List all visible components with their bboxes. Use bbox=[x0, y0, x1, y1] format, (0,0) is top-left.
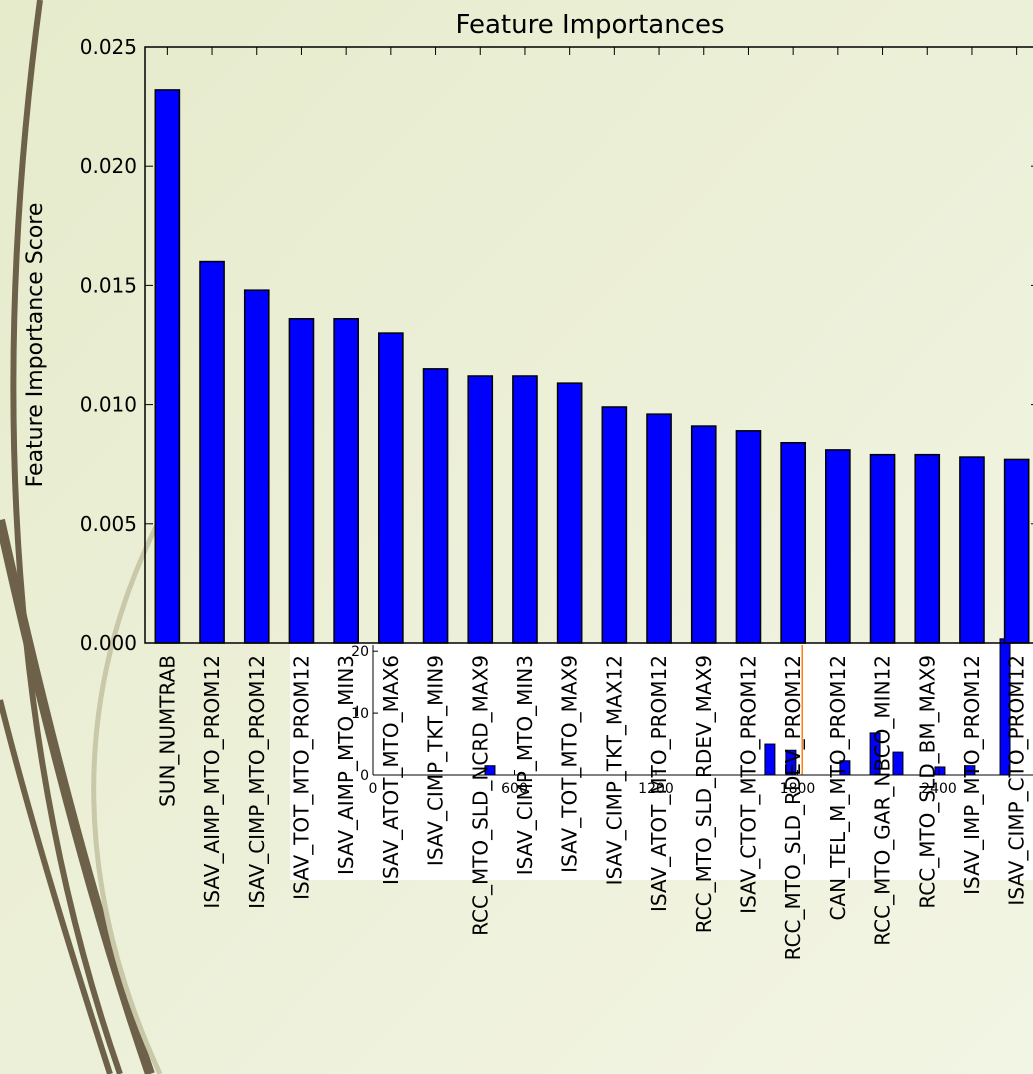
inset-x-tick-label: 0 bbox=[369, 781, 378, 797]
bar bbox=[378, 332, 404, 644]
x-tick-label: RCC_MTO_GAR_NBCO_MIN12 bbox=[871, 655, 895, 946]
bar bbox=[869, 453, 896, 644]
y-tick-label: 0.005 bbox=[80, 512, 137, 536]
bar bbox=[154, 89, 181, 644]
x-tick-label: ISAV_AIMP_MTO_PROM12 bbox=[200, 655, 224, 909]
bar bbox=[243, 289, 270, 644]
x-tick-label: ISAV_CTOT_MTO_PROM12 bbox=[736, 655, 760, 914]
x-tick-label: RCC_MTO_SLD_RDEV_PROM12 bbox=[781, 655, 805, 960]
x-tick-label: ISAV_IMP_MTO_PROM12 bbox=[960, 655, 984, 895]
x-tick-label: RCC_MTO_SLD_RDEV_MAX9 bbox=[692, 655, 716, 933]
bar bbox=[646, 413, 672, 644]
inset-x-tick-label: 1200 bbox=[638, 781, 674, 797]
bar bbox=[735, 430, 762, 644]
x-tick-label: CAN_TEL_M_MTO_PROM12 bbox=[826, 655, 850, 920]
bar bbox=[512, 375, 538, 644]
y-axis-label: Feature Importance Score bbox=[23, 203, 48, 488]
inset-x-tick-label: 600 bbox=[501, 781, 528, 797]
x-tick-label: SUN_NUMTRAB bbox=[155, 655, 179, 807]
x-tick-label: ISAV_AIMP_MTO_MIN3 bbox=[334, 655, 358, 875]
inset-x-tick-label: 1800 bbox=[780, 781, 816, 797]
inset-bar bbox=[764, 743, 776, 776]
decoration bbox=[0, 0, 173, 1074]
bar bbox=[825, 449, 851, 644]
bar bbox=[780, 441, 806, 644]
bar bbox=[467, 375, 494, 644]
x-tick-label: ISAV_CIMP_TKT_MAX12 bbox=[602, 655, 626, 885]
y-tick-label: 0.015 bbox=[80, 273, 137, 297]
bar bbox=[556, 382, 583, 644]
bar bbox=[333, 318, 359, 644]
plot-frame bbox=[144, 46, 1033, 644]
x-tick-label: ISAV_CIMP_TKT_MIN9 bbox=[424, 655, 448, 866]
chart-title: Feature Importances bbox=[455, 10, 724, 40]
inset-y-tick-label: 20 bbox=[351, 644, 369, 660]
inset-background bbox=[290, 643, 1033, 880]
y-tick-label: 0.000 bbox=[80, 631, 137, 655]
inset-y-tick-label: 0 bbox=[360, 768, 369, 784]
bar bbox=[690, 425, 717, 644]
x-tick-label: ISAV_CIMP_MTO_PROM12 bbox=[245, 655, 269, 909]
x-tick-label: ISAV_TOT_MTO_PROM12 bbox=[289, 655, 313, 900]
bar bbox=[288, 318, 315, 644]
y-tick-label: 0.010 bbox=[80, 393, 137, 417]
x-tick-label: ISAV_ATOT_MTO_MAX6 bbox=[379, 655, 403, 885]
x-tick-label: ISAV_ATOT_MTO_PROM12 bbox=[647, 655, 671, 912]
bar bbox=[1003, 458, 1030, 644]
bar bbox=[914, 453, 941, 644]
x-tick-label: ISAV_CIMP_MTO_MIN3 bbox=[513, 655, 537, 875]
inset-x-tick-label: 2400 bbox=[921, 781, 957, 797]
y-tick-label: 0.020 bbox=[80, 154, 137, 178]
x-tick-label: ISAV_CIMP_CTO_PROM12 bbox=[1005, 655, 1029, 906]
x-tick-label: RCC_MTO_SLD_NCRD_MAX9 bbox=[468, 655, 492, 936]
bar bbox=[199, 260, 225, 644]
x-tick-label: RCC_MTO_SLD_BM_MAX9 bbox=[915, 655, 939, 909]
bar bbox=[601, 406, 628, 644]
y-tick-label: 0.025 bbox=[80, 35, 137, 59]
inset-y-tick-label: 10 bbox=[351, 706, 369, 722]
bar bbox=[422, 368, 449, 644]
x-tick-label: ISAV_TOT_MTO_MAX9 bbox=[558, 655, 582, 873]
bar bbox=[959, 456, 985, 644]
